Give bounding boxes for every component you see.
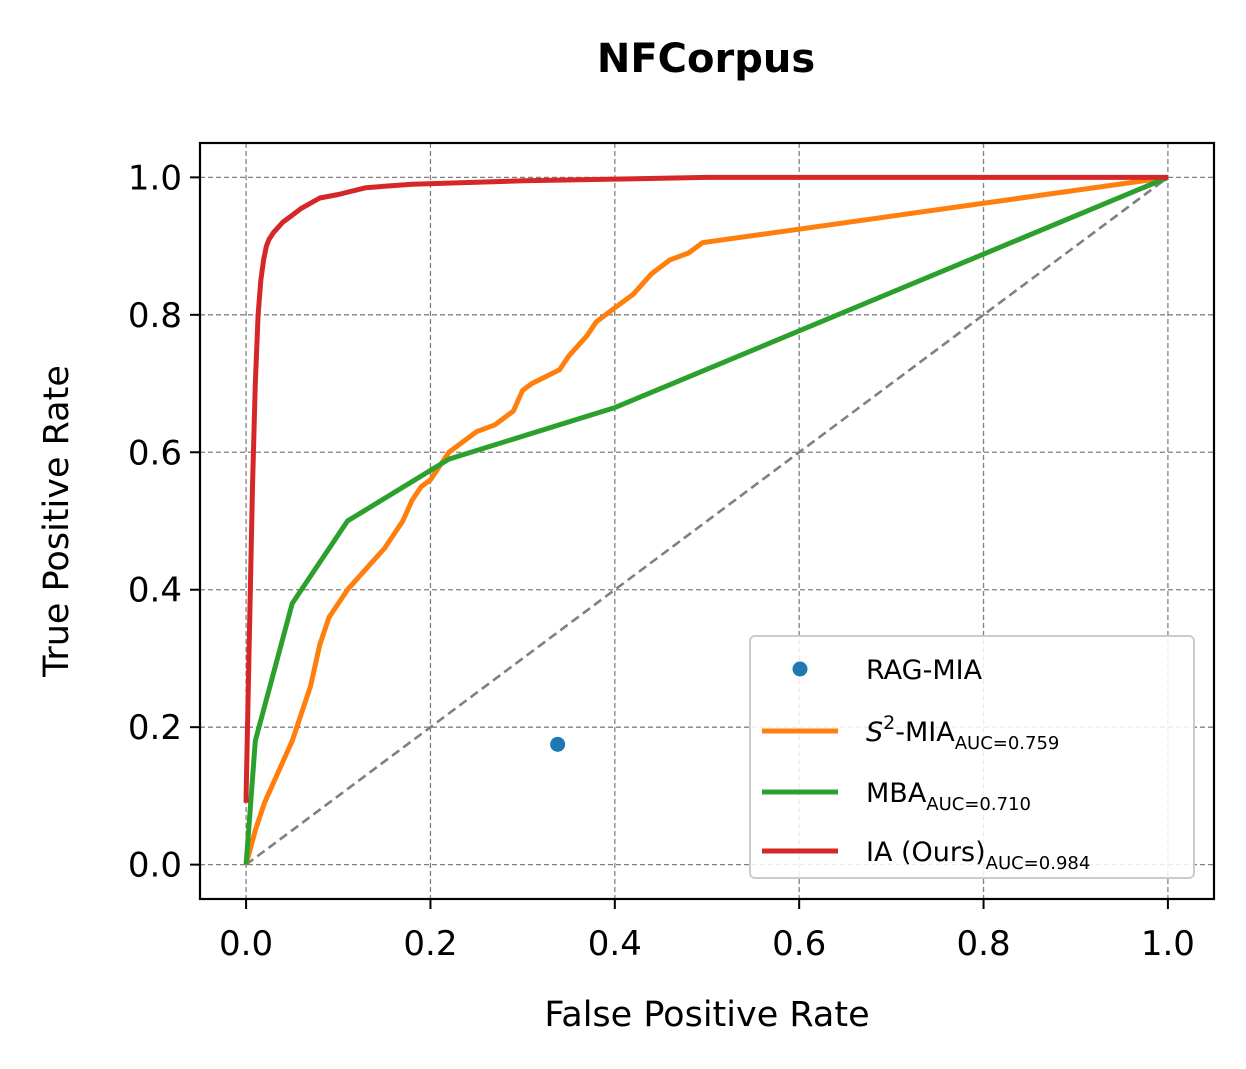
y-tick-label: 0.4 [128,571,182,611]
axis-ticks: 0.0 0.2 0.4 0.6 0.8 1.0 0.0 0.2 0.4 0.6 0.8 1.0 [128,158,1195,964]
legend-box [749,635,1195,879]
legend: RAG-MIA S2-MIAAUC=0.759 MBAAUC=0.710 IA (Ou… [749,635,1195,879]
legend-marker-scatter [792,661,808,677]
chance-diagonal [245,176,1169,866]
y-tick-label: 0.8 [128,296,182,336]
x-axis-label: False Positive Rate [544,995,869,1035]
x-tick-label: 0.0 [219,924,273,964]
x-tick-label: 0.8 [957,924,1011,964]
series-3-line [243,174,1168,803]
series-0-point [550,736,566,752]
chart-title: NFCorpus [597,36,815,82]
x-tick-label: 0.4 [588,924,642,964]
y-tick-label: 0.2 [128,708,182,748]
y-axis-label: True Positive Rate [37,365,77,678]
x-tick-label: 0.2 [403,924,457,964]
x-tick-label: 1.0 [1141,924,1195,964]
diagonal-line [245,176,1169,866]
y-tick-label: 0.6 [128,433,182,473]
legend-label: S2-MIAAUC=0.759 [866,712,1059,754]
grid [200,143,1214,899]
y-tick-label: 0.0 [128,846,182,886]
x-tick-label: 0.6 [772,924,826,964]
series-1-line [243,174,1169,866]
legend-label: RAG-MIA [866,655,983,686]
series-layer [243,174,1169,866]
y-tick-label: 1.0 [128,158,182,198]
plot-frame [198,141,1216,901]
legend-label: MBAAUC=0.710 [866,778,1031,815]
legend-label: IA (Ours)AUC=0.984 [866,837,1090,874]
series-2-line [243,175,1169,865]
